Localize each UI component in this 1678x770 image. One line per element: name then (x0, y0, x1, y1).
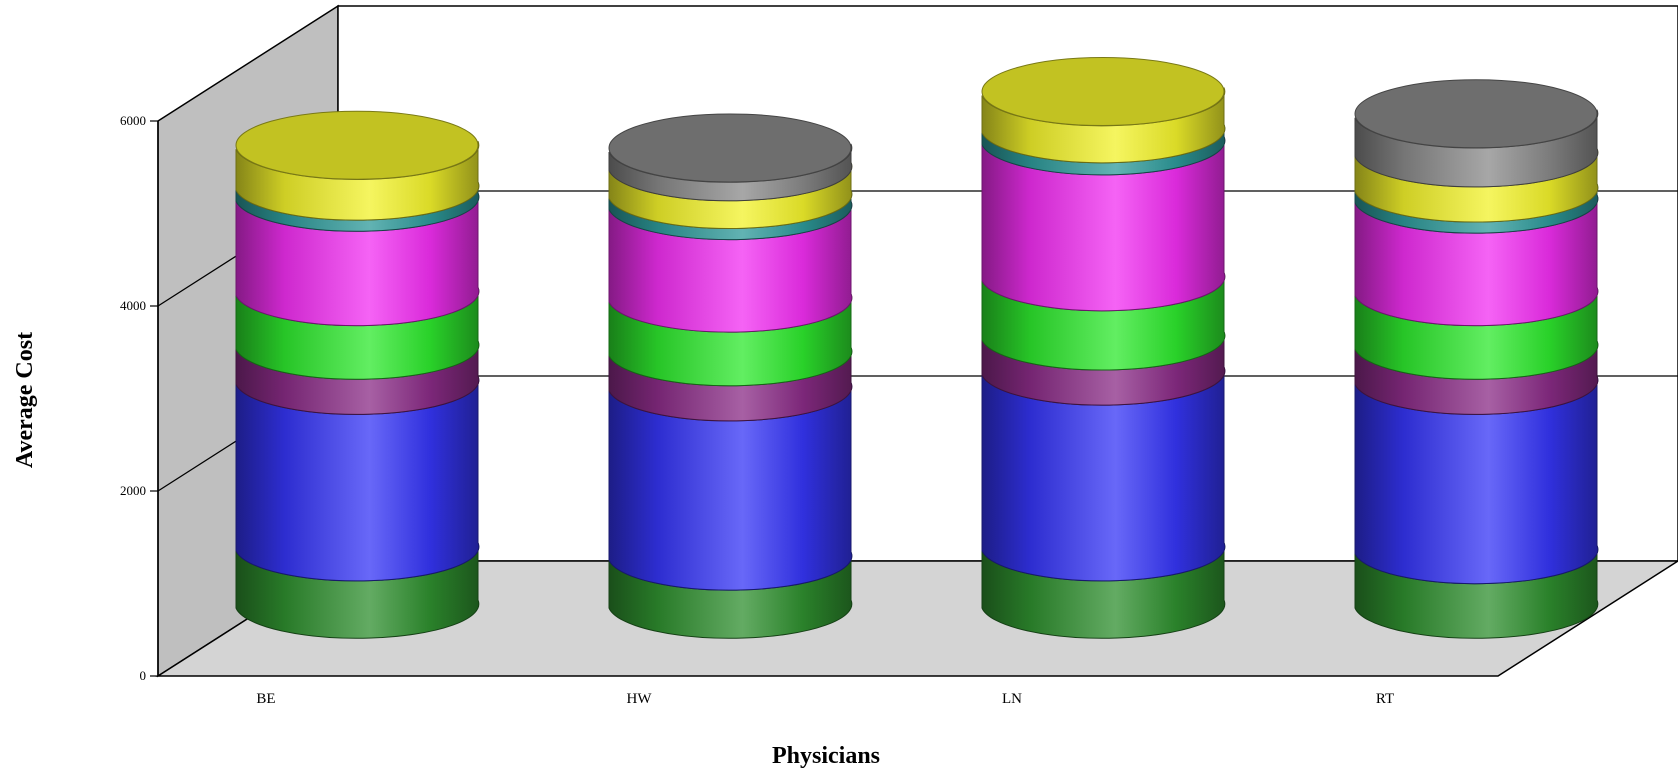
cap-rt (1354, 79, 1598, 149)
y-tick-label: 6000 (120, 113, 146, 128)
bars (235, 57, 1599, 639)
cylinder-hw (608, 113, 853, 639)
y-tick-label: 2000 (120, 483, 146, 498)
cylinder-ln (981, 57, 1226, 639)
x-tick-label: RT (1376, 691, 1394, 707)
x-tick-label: HW (627, 691, 653, 707)
x-axis-title: Physicians (772, 743, 880, 769)
cap-ln (981, 57, 1225, 127)
y-axis-title: Average Cost (12, 332, 38, 468)
cylinder-rt (1354, 79, 1599, 639)
y-axis: 0 2000 4000 6000 (120, 113, 159, 683)
y-tick-label: 0 (140, 668, 147, 683)
x-axis: BE HW LN RT (256, 691, 1394, 707)
x-tick-label: BE (256, 691, 275, 707)
cap-be (235, 110, 479, 180)
x-tick-label: LN (1002, 691, 1022, 707)
cap-hw (608, 113, 852, 183)
cylinder-be (235, 110, 480, 639)
y-tick-label: 4000 (120, 298, 146, 313)
